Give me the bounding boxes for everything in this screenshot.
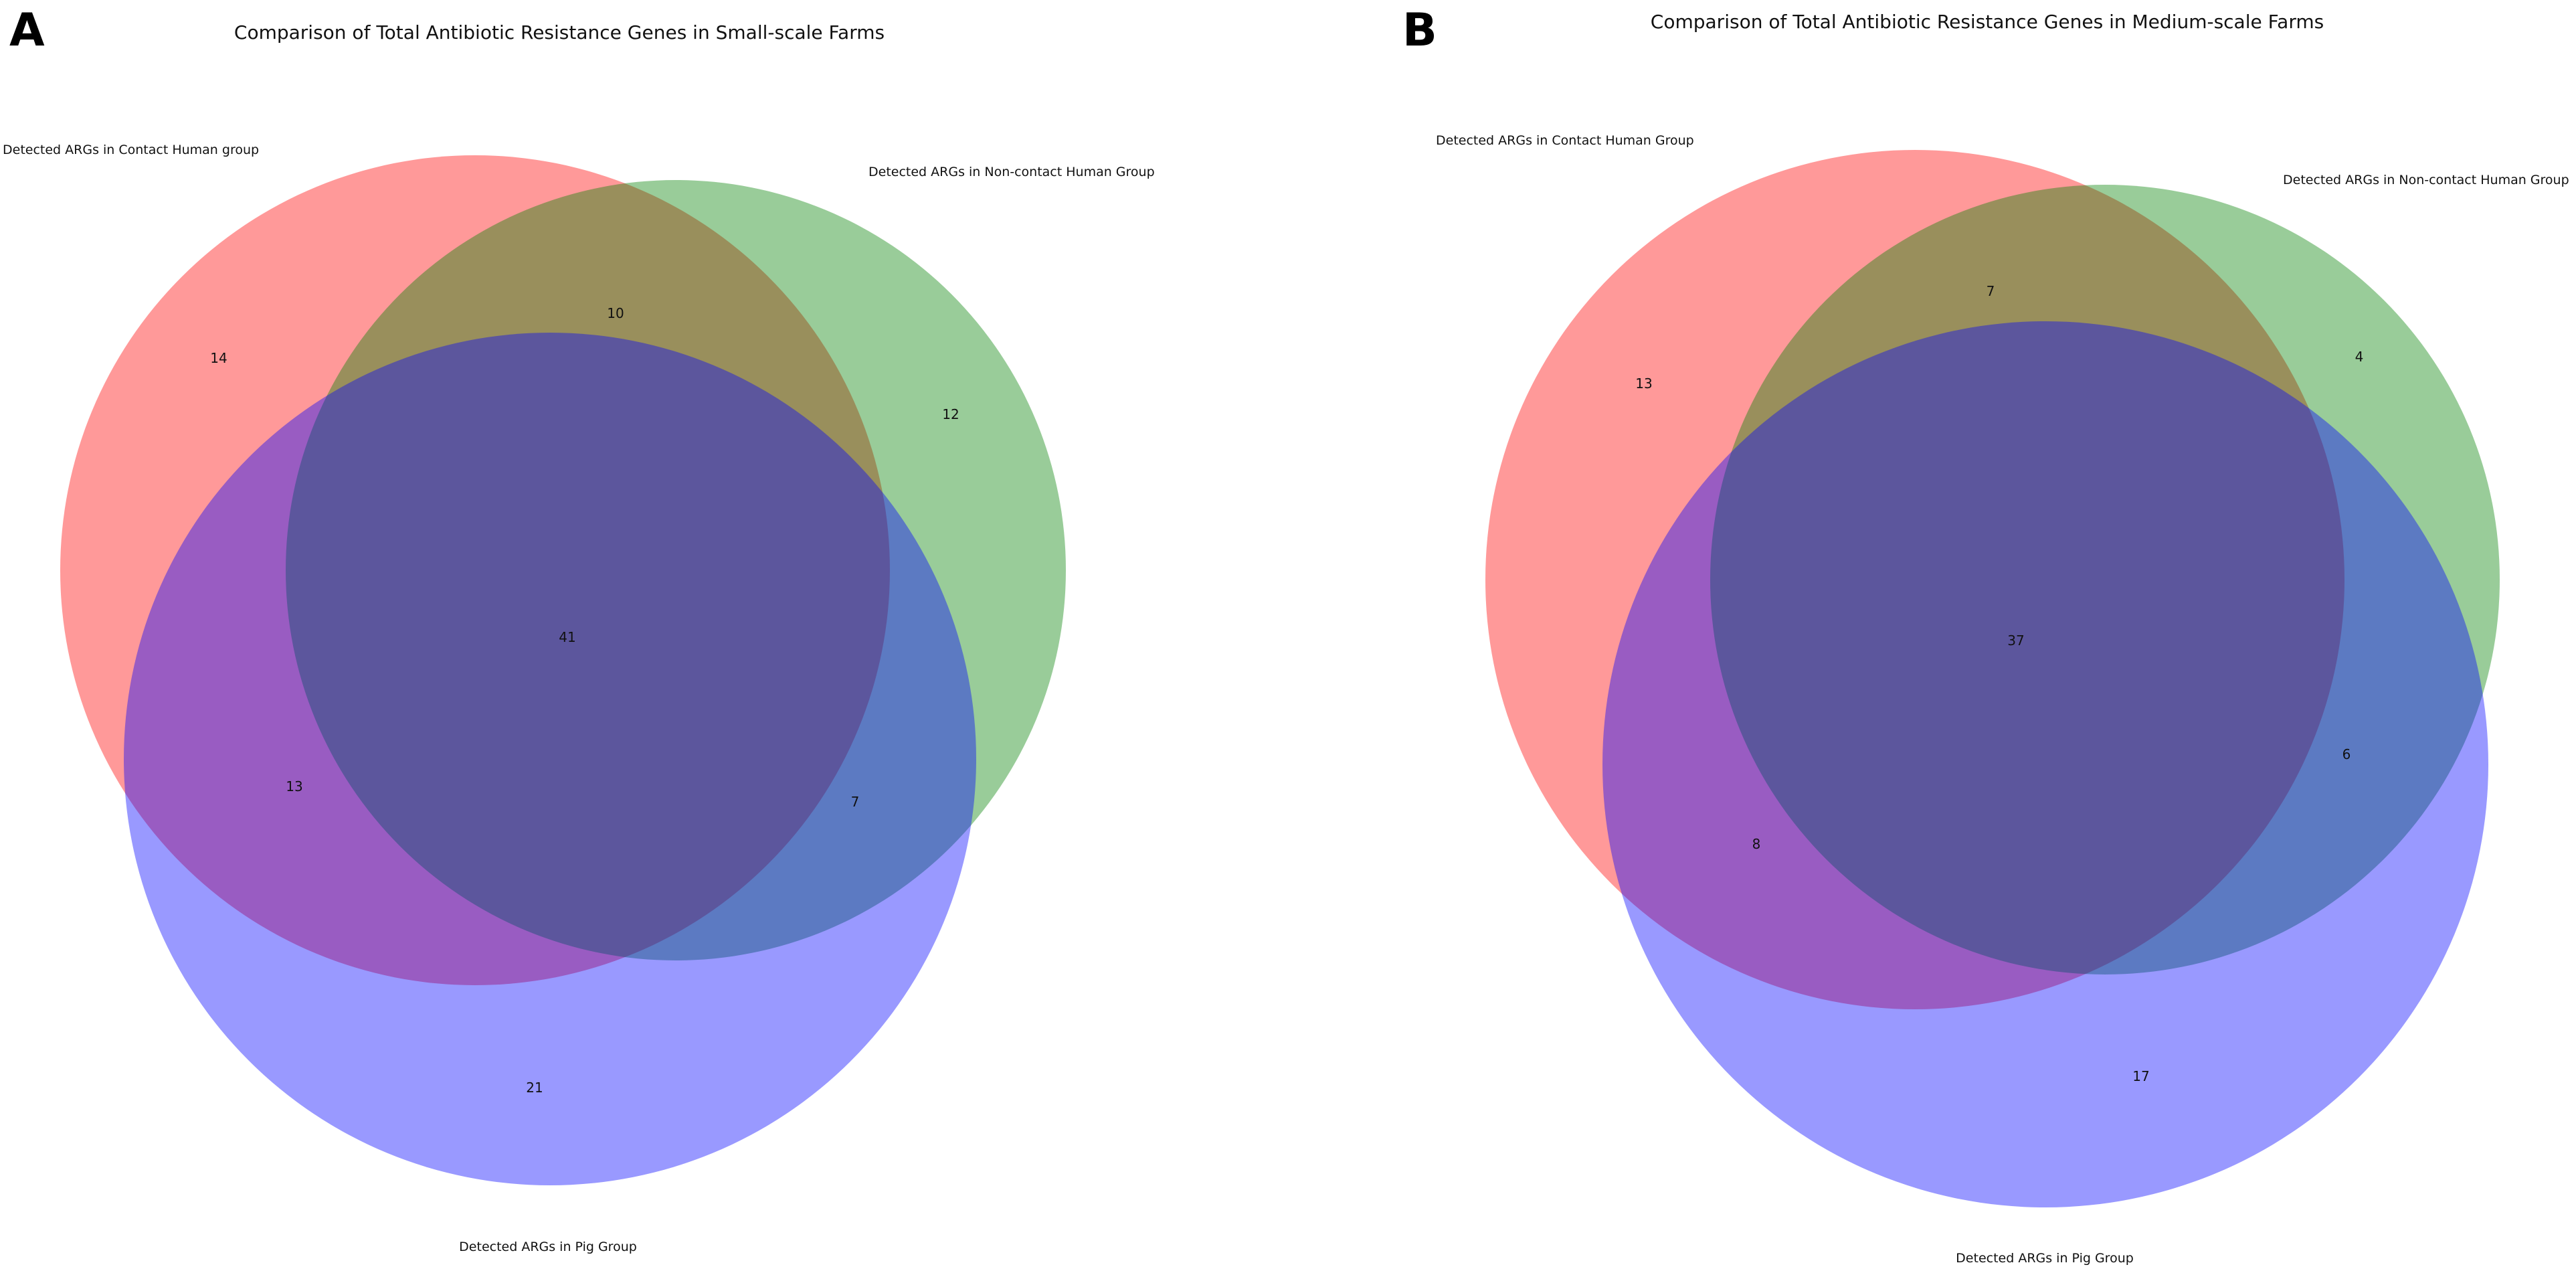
panel-b-pig-circle [1602,321,2488,1207]
panel-a-count-noncontact-pig: 7 [851,794,860,810]
panel-a-pig-label: Detected ARGs in Pig Group [459,1240,637,1254]
panel-b: B Comparison of Total Antibiotic Resista… [1402,4,2569,1266]
panel-b-count-noncontact-pig: 6 [2342,746,2351,762]
panel-b-contact-circle [1485,150,2344,1009]
panel-b-count-all-three: 37 [2007,632,2024,649]
panel-b-count-contact-noncontact: 7 [1987,283,1995,299]
panel-b-letter: B [1402,4,1437,57]
panel-b-pig-label: Detected ARGs in Pig Group [1956,1251,2134,1266]
panel-a: A Comparison of Total Antibiotic Resista… [3,4,1155,1254]
panel-a-count-noncontact-only: 12 [942,406,959,422]
panel-a-title: Comparison of Total Antibiotic Resistanc… [234,21,885,44]
panel-b-count-pig-only: 17 [2132,1068,2149,1084]
panel-a-pig-circle [124,333,976,1185]
panel-b-contact-label: Detected ARGs in Contact Human Group [1436,133,1694,148]
panel-b-title: Comparison of Total Antibiotic Resistanc… [1651,11,2324,33]
panel-a-contact-label: Detected ARGs in Contact Human group [3,143,259,157]
panel-b-count-noncontact-only: 4 [2355,349,2364,365]
panel-a-contact-circle [60,155,890,985]
panel-a-count-pig-only: 21 [526,1080,543,1096]
panel-b-noncontact-circle [1710,185,2500,975]
panel-a-noncontact-circle [286,180,1066,960]
panel-a-count-all-three: 41 [559,629,575,645]
panel-a-letter: A [9,4,45,57]
panel-a-noncontact-label: Detected ARGs in Non-contact Human Group [868,165,1155,179]
panel-a-count-contact-pig: 13 [286,778,302,794]
panel-a-count-contact-noncontact: 10 [607,305,624,321]
panel-b-count-contact-only: 13 [1635,375,1652,392]
panel-b-count-contact-pig: 8 [1752,836,1761,852]
panel-a-count-contact-only: 14 [210,350,227,366]
panel-b-noncontact-label: Detected ARGs in Non-contact Human Group [2283,173,2569,187]
